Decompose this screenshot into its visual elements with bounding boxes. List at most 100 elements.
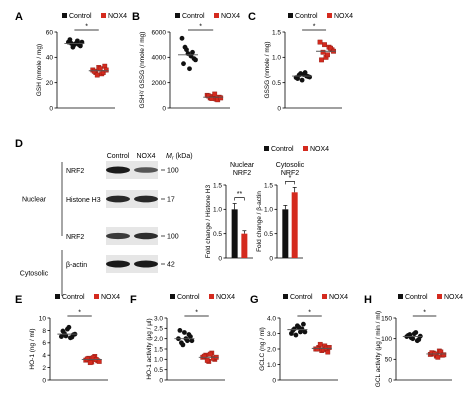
- data-point-nox4: [204, 357, 210, 363]
- data-point-control: [60, 328, 66, 334]
- blot-3: β-actin 42: [66, 255, 175, 273]
- data-point-control: [193, 57, 198, 63]
- data-point-control: [187, 66, 192, 72]
- significance-mark: *: [308, 310, 311, 317]
- y-tick-label: 2.5: [154, 326, 163, 333]
- significance-mark: *: [195, 310, 198, 317]
- y-axis-label: GCLC (ng / ml): [259, 327, 266, 371]
- data-point-control: [180, 342, 186, 348]
- data-point-control: [69, 334, 75, 340]
- legend-swatch-control: [283, 294, 288, 299]
- data-point-control: [293, 332, 299, 338]
- bar-control: [282, 209, 289, 258]
- legend-label-control: Control: [177, 294, 200, 301]
- legend-swatch-control: [264, 146, 269, 151]
- data-point-nox4: [326, 345, 332, 350]
- y-tick-label: 3.0: [154, 315, 163, 322]
- y-tick-label: 50: [385, 357, 393, 364]
- panel-letter: G: [250, 294, 259, 306]
- data-point-nox4: [91, 68, 97, 74]
- panel-letter: C: [248, 11, 256, 23]
- blot-2: NRF2 100: [66, 227, 179, 245]
- legend-label-nox4: NOX4: [108, 13, 127, 20]
- blot-label: β-actin: [66, 262, 87, 269]
- legend-label-nox4: NOX4: [329, 294, 348, 301]
- blot-label: Histone H3: [66, 197, 101, 204]
- y-tick-label: 2000: [152, 80, 167, 87]
- significance-mark: *: [199, 24, 202, 31]
- mw-header: Mr (kDa): [166, 153, 193, 162]
- blot-band: [134, 167, 158, 173]
- legend-label-control: Control: [69, 13, 92, 20]
- section-label-nuclear: Nuclear: [22, 197, 47, 204]
- legend-label-nox4: NOX4: [310, 146, 329, 153]
- chart-title-line2: NRF2: [281, 170, 299, 177]
- legend-swatch-control: [398, 294, 403, 299]
- data-point-nox4: [207, 351, 213, 357]
- data-point-control: [290, 328, 296, 333]
- data-point-control: [301, 321, 306, 327]
- data-point-control: [189, 338, 195, 344]
- significance-mark: *: [289, 175, 292, 182]
- y-axis-label: GSH²/ GSSG (nmole / mg): [139, 32, 146, 109]
- data-point-control: [299, 77, 305, 83]
- y-tick-label: 10: [39, 315, 47, 322]
- y-tick-label: 0: [277, 105, 281, 112]
- legend-a: Control NOX4: [62, 13, 127, 20]
- mw-marker-label: 100: [167, 234, 179, 241]
- panel-letter: A: [15, 11, 23, 23]
- blot-membrane: [106, 255, 158, 273]
- data-point-nox4: [212, 91, 218, 97]
- data-point-nox4: [201, 353, 207, 359]
- y-tick-label: 3.0: [267, 331, 276, 338]
- y-axis-label: Fold change / β-actin: [256, 191, 263, 252]
- blot-0: NRF2 100: [66, 161, 179, 179]
- data-point-control: [177, 328, 183, 333]
- y-tick-label: 6: [42, 340, 46, 347]
- legend-swatch-control: [288, 13, 293, 18]
- data-point-control: [184, 47, 189, 53]
- data-point-nox4: [317, 39, 323, 45]
- blot-band: [106, 232, 130, 240]
- y-tick-label: 100: [381, 336, 392, 343]
- data-point-nox4: [209, 96, 215, 101]
- data-point-control: [67, 37, 73, 42]
- y-tick-label: 1.5: [264, 182, 273, 189]
- data-point-nox4: [317, 341, 323, 347]
- y-tick-label: 0: [42, 377, 46, 384]
- y-tick-label: 1.5: [154, 346, 163, 353]
- legend-label-nox4: NOX4: [216, 294, 235, 301]
- legend-swatch-nox4: [437, 294, 442, 299]
- y-tick-label: 0: [162, 105, 166, 112]
- y-tick-label: 0.5: [264, 231, 273, 238]
- y-axis-label: Fold change / Histone H3: [205, 184, 212, 258]
- blot-band: [106, 195, 130, 203]
- significance-mark: *: [85, 24, 88, 31]
- y-tick-label: 1.5: [213, 182, 222, 189]
- y-axis-label: GSH (nmole / mg): [36, 44, 43, 96]
- legend-h: Control NOX4: [398, 294, 463, 301]
- data-point-control: [66, 324, 72, 330]
- y-tick-label: 0: [388, 377, 392, 384]
- data-point-control: [302, 329, 308, 335]
- data-point-control: [59, 334, 64, 339]
- panel-d-western: D Control NOX4 Mr (kDa) Nuclear Cytosolic NRF2…: [15, 138, 193, 296]
- data-point-control: [190, 49, 195, 55]
- y-axis-label: HO-1 (ng / ml): [29, 328, 36, 369]
- data-point-control: [181, 61, 186, 67]
- data-point-nox4: [218, 95, 224, 101]
- data-point-nox4: [322, 42, 327, 48]
- y-tick-label: 60: [46, 29, 54, 36]
- legend-swatch-nox4: [101, 13, 106, 18]
- data-point-control: [70, 44, 76, 50]
- blot-label: NRF2: [66, 168, 84, 175]
- chart-title-line2: NRF2: [233, 170, 251, 177]
- blot-band: [106, 260, 130, 268]
- y-tick-label: 0: [272, 377, 276, 384]
- legend-label-nox4: NOX4: [444, 294, 463, 301]
- legend-swatch-nox4: [209, 294, 214, 299]
- y-tick-label: 1.0: [267, 362, 276, 369]
